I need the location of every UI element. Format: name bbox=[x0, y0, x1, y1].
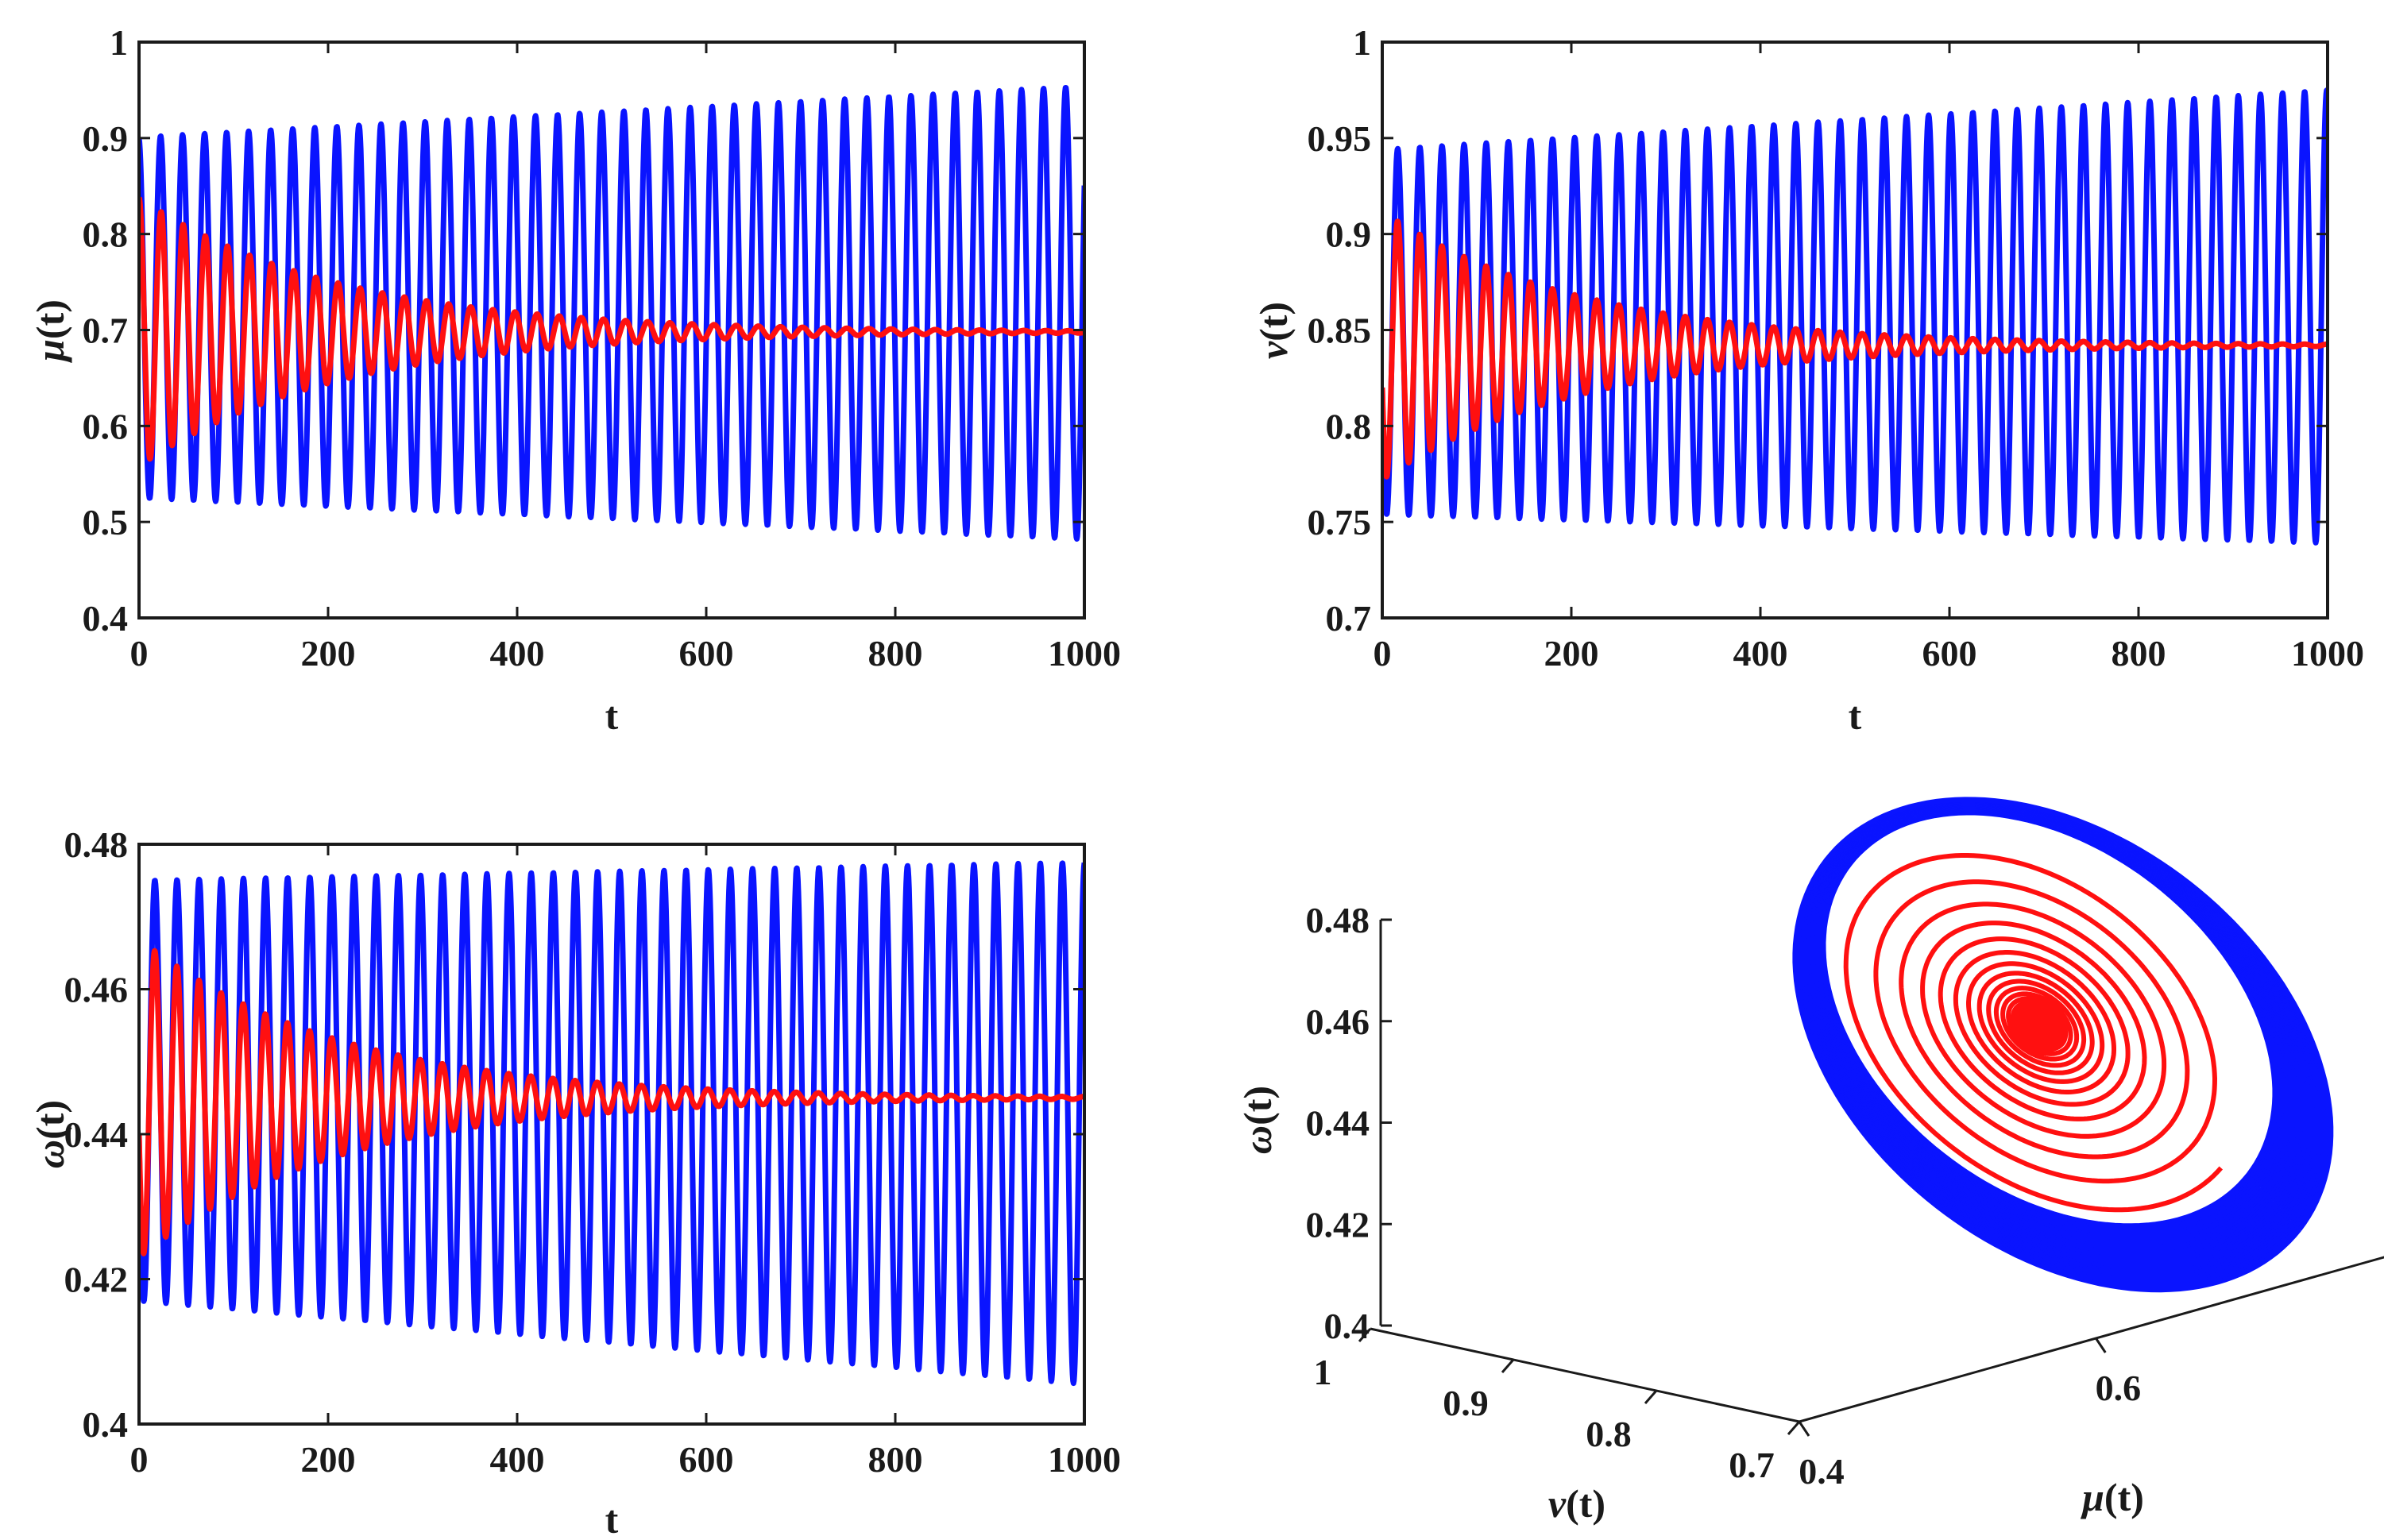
nu-y-tick-label: 0.7 bbox=[1326, 598, 1372, 639]
mu-y-tick-label: 0.6 bbox=[83, 406, 129, 446]
nu-plot-lines bbox=[1382, 87, 2328, 546]
mu-x-tick-label: 600 bbox=[679, 633, 734, 674]
3d-mu-tick-label: 0.4 bbox=[1799, 1451, 1845, 1492]
omega-x-tick-label: 400 bbox=[490, 1439, 545, 1480]
3d-y-axis-label: ν(t) bbox=[1548, 1481, 1605, 1526]
nu-y-axis-label-arg: (t) bbox=[1251, 302, 1296, 342]
3d-omega-tick-label: 0.44 bbox=[1306, 1103, 1370, 1144]
omega-x-tick-label: 200 bbox=[301, 1439, 356, 1480]
mu-x-axis-label: t bbox=[605, 693, 619, 738]
3d-nu-tick-mark bbox=[1501, 1359, 1515, 1373]
panel-omega-time-series: 0 200 400 600 800 1000 0.4 0.42 0.44 0.46 0.48 t ω… bbox=[28, 824, 1121, 1540]
3d-mu-tick-label: 0.6 bbox=[2096, 1368, 2142, 1408]
omega-x-tick-label: 600 bbox=[679, 1439, 734, 1480]
omega-series-sustained-line bbox=[139, 860, 1084, 1387]
nu-y-tick-label: 0.95 bbox=[1308, 118, 1372, 159]
3d-red-spiral-line bbox=[1843, 853, 2224, 1213]
3d-x-axis-label-symbol: μ bbox=[2080, 1475, 2104, 1519]
3d-mu-tick-mark bbox=[2095, 1337, 2107, 1353]
mu-y-tick-label: 0.4 bbox=[83, 598, 129, 639]
mu-plot-lines bbox=[139, 85, 1084, 542]
omega-x-tick-label: 800 bbox=[868, 1439, 923, 1480]
mu-x-tick-label: 400 bbox=[490, 633, 545, 674]
mu-y-tick-label: 1 bbox=[110, 22, 128, 63]
nu-y-tick-label: 0.75 bbox=[1308, 502, 1372, 542]
nu-x-tick-label: 600 bbox=[1922, 633, 1977, 674]
3d-x-axis-label-arg: (t) bbox=[2104, 1475, 2144, 1519]
mu-x-tick-label: 200 bbox=[301, 633, 356, 674]
mu-y-tick-label: 0.8 bbox=[83, 214, 129, 255]
3d-blue-orbit-line bbox=[1792, 797, 2334, 1293]
mu-y-tick-label: 0.5 bbox=[83, 502, 129, 542]
3d-omega-tick-label: 0.48 bbox=[1306, 900, 1370, 940]
omega-series-damped-line bbox=[139, 948, 1084, 1256]
mu-x-tick-label: 1000 bbox=[1048, 633, 1121, 674]
mu-y-axis-label-symbol: μ bbox=[28, 339, 72, 364]
3d-nu-tick-label: 0.9 bbox=[1443, 1383, 1489, 1423]
omega-y-axis-label: ω(t) bbox=[28, 1100, 72, 1168]
3d-nu-tick-mark bbox=[1787, 1421, 1801, 1435]
nu-x-tick-label: 800 bbox=[2112, 633, 2166, 674]
omega-y-tick-label: 0.4 bbox=[83, 1404, 129, 1445]
mu-series-sustained-line bbox=[139, 85, 1084, 542]
panel-3d-phase-portrait: 0.40.60.810.70.80.910.40.420.440.460.48 … bbox=[1235, 797, 2384, 1526]
3d-z-axis-label-arg: (t) bbox=[1235, 1086, 1280, 1125]
nu-y-axis-label-symbol: ν bbox=[1251, 341, 1296, 359]
omega-plot-lines bbox=[139, 860, 1084, 1387]
nu-ticks: 0 200 400 600 800 1000 0.7 0.75 0.8 0.85 0.9 0.95 1 bbox=[1308, 22, 2365, 674]
3d-mu-tick-mark bbox=[1798, 1421, 1810, 1437]
omega-y-axis-label-arg: (t) bbox=[28, 1100, 72, 1140]
3d-nu-axis-line bbox=[1370, 1327, 1800, 1423]
mu-x-tick-label: 0 bbox=[130, 633, 149, 674]
mu-y-tick-label: 0.7 bbox=[83, 311, 129, 351]
3d-omega-tick-label: 0.46 bbox=[1306, 1002, 1370, 1042]
3d-nu-tick-label: 1 bbox=[1314, 1352, 1332, 1392]
3d-x-axis-label: μ(t) bbox=[2080, 1475, 2144, 1519]
3d-y-axis-label-arg: (t) bbox=[1566, 1481, 1605, 1526]
mu-x-tick-label: 800 bbox=[868, 633, 923, 674]
nu-x-tick-label: 400 bbox=[1733, 633, 1788, 674]
mu-y-axis-label: μ(t) bbox=[28, 299, 72, 364]
3d-z-axis-label-symbol: ω bbox=[1235, 1125, 1280, 1154]
panel-mu-time-series: 0 200 400 600 800 1000 0.4 0.5 0.6 0.7 0.8 0.9 1 t μ… bbox=[28, 22, 1121, 738]
3d-nu-tick-label: 0.7 bbox=[1729, 1445, 1775, 1485]
nu-y-tick-label: 1 bbox=[1353, 22, 1371, 63]
nu-x-tick-label: 200 bbox=[1544, 633, 1599, 674]
nu-x-tick-label: 1000 bbox=[2291, 633, 2364, 674]
nu-y-tick-label: 0.8 bbox=[1326, 406, 1372, 446]
omega-ticks: 0 200 400 600 800 1000 0.4 0.42 0.44 0.46 0.48 bbox=[64, 824, 1122, 1480]
3d-nu-tick-mark bbox=[1358, 1328, 1372, 1342]
omega-y-tick-label: 0.48 bbox=[64, 824, 129, 865]
mu-ticks: 0 200 400 600 800 1000 0.4 0.5 0.6 0.7 0.8 0.9 1 bbox=[83, 22, 1122, 674]
nu-y-tick-label: 0.9 bbox=[1326, 214, 1372, 255]
mu-y-tick-label: 0.9 bbox=[83, 118, 129, 159]
mu-series-damped-line bbox=[139, 196, 1084, 462]
omega-y-tick-label: 0.42 bbox=[64, 1260, 129, 1300]
nu-y-tick-label: 0.85 bbox=[1308, 311, 1372, 351]
3d-nu-tick-mark bbox=[1644, 1390, 1658, 1404]
omega-x-axis-label: t bbox=[605, 1497, 619, 1540]
nu-series-damped-line bbox=[1382, 218, 2328, 480]
3d-omega-tick-label: 0.4 bbox=[1324, 1306, 1370, 1346]
omega-x-tick-label: 1000 bbox=[1048, 1439, 1121, 1480]
3d-mu-axis-line bbox=[1799, 1256, 2384, 1423]
omega-y-tick-label: 0.46 bbox=[64, 970, 129, 1010]
nu-x-axis-label: t bbox=[1849, 693, 1862, 738]
3d-omega-tick-label: 0.42 bbox=[1306, 1204, 1370, 1245]
omega-y-tick-label: 0.44 bbox=[64, 1114, 129, 1155]
3d-nu-tick-label: 0.8 bbox=[1586, 1414, 1632, 1454]
omega-x-tick-label: 0 bbox=[130, 1439, 149, 1480]
panel-nu-time-series: 0 200 400 600 800 10000.70.750.80.850.90.951 … bbox=[1251, 22, 2364, 738]
omega-y-axis-label-symbol: ω bbox=[28, 1140, 72, 1168]
3d-y-axis-label-symbol: ν bbox=[1548, 1481, 1567, 1526]
3d-trajectories bbox=[1792, 797, 2334, 1293]
mu-y-axis-label-arg: (t) bbox=[28, 299, 72, 339]
nu-y-axis-label: ν(t) bbox=[1251, 302, 1296, 359]
3d-axes: 0.40.60.810.70.80.910.40.420.440.460.48 bbox=[1306, 900, 2384, 1492]
nu-x-tick-label: 0 bbox=[1374, 633, 1392, 674]
nu-series-sustained-line bbox=[1382, 87, 2328, 546]
3d-z-axis-label: ω(t) bbox=[1235, 1086, 1280, 1154]
